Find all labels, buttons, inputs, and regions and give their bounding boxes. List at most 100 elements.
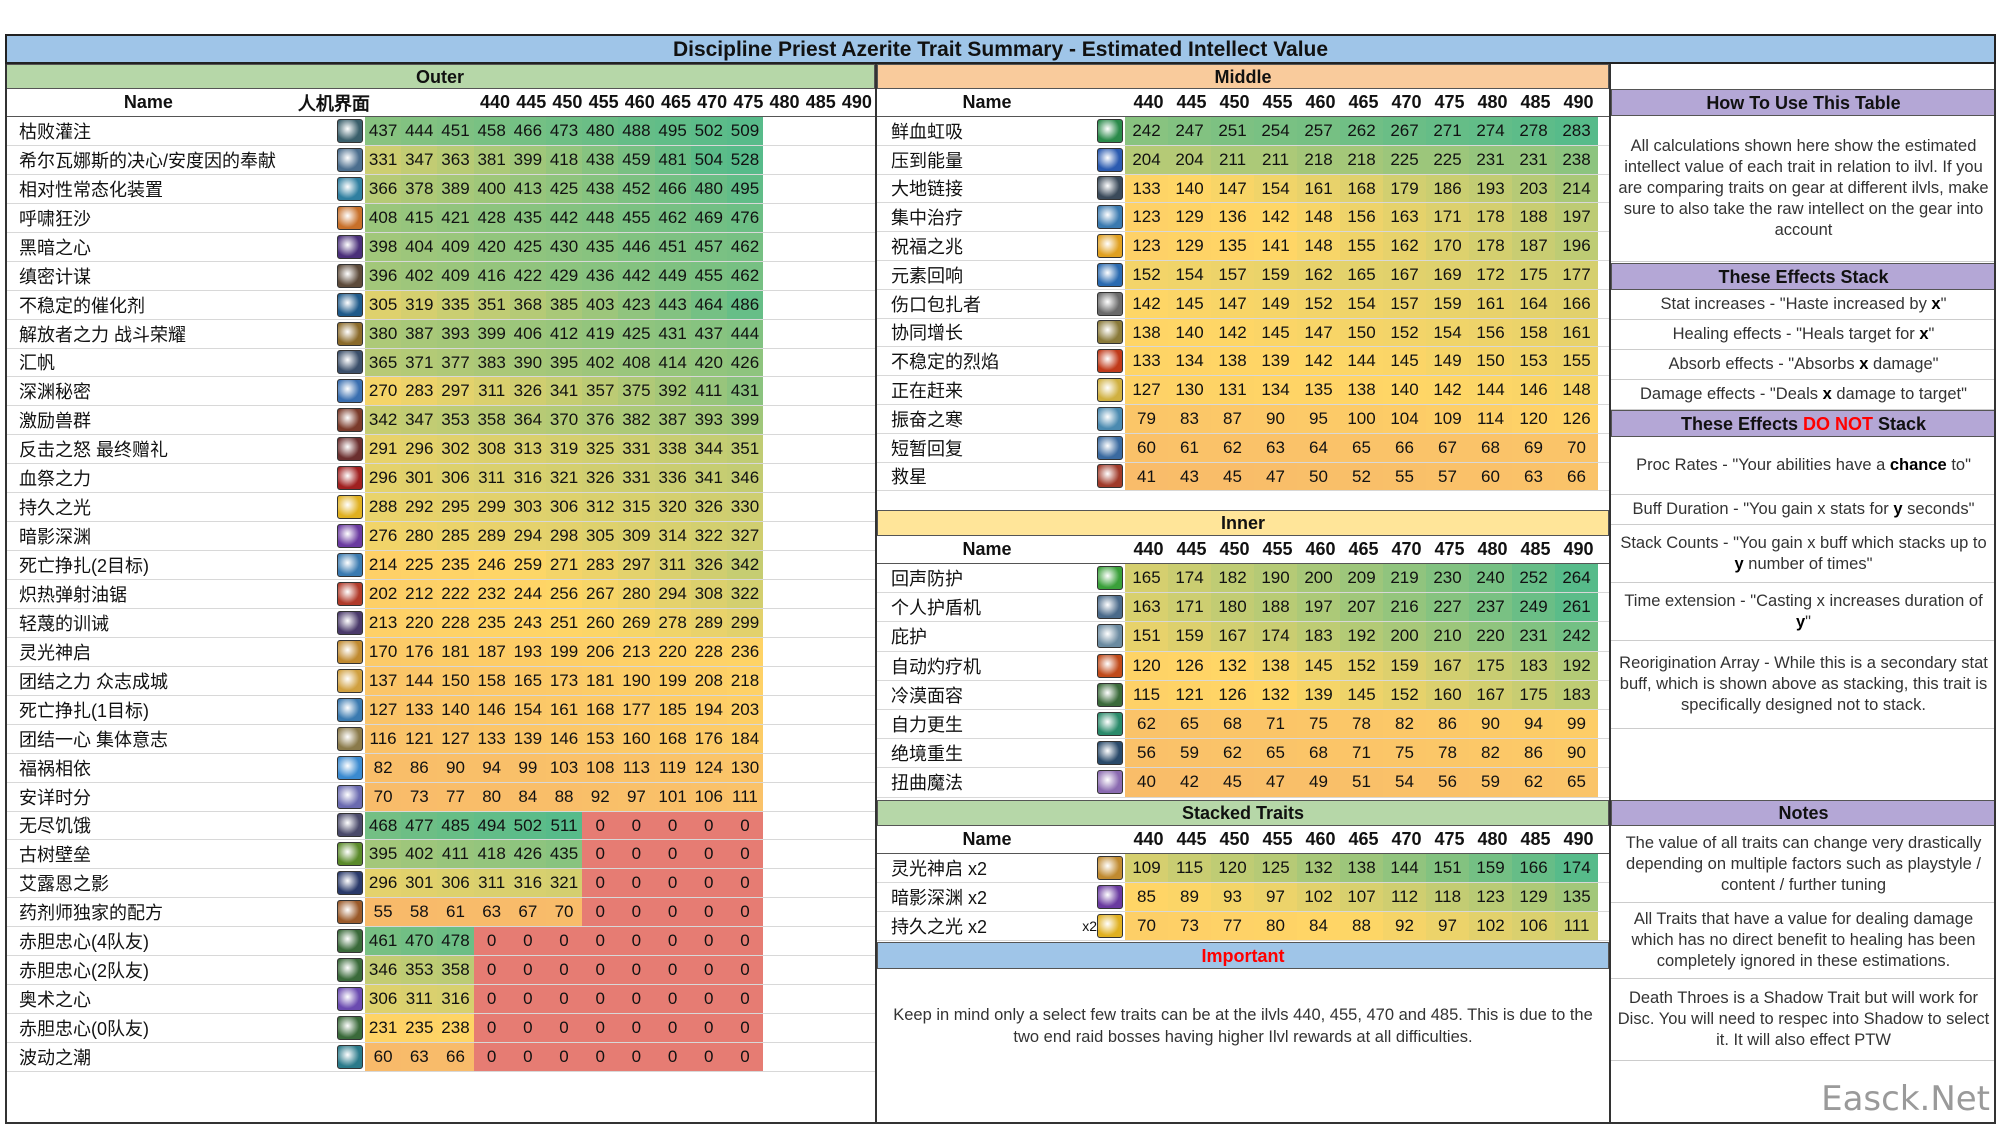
value-cell: 326: [690, 493, 727, 522]
important-title: Important: [877, 942, 1609, 969]
value-cell: 0: [509, 1043, 546, 1071]
trait-name: 呼啸狂沙: [19, 208, 91, 229]
value-cell: 133: [1125, 347, 1168, 376]
value-cell: 395: [545, 348, 583, 377]
value-cell: 193: [509, 637, 546, 666]
table-row: 血祭之力 296 301 306 311 316 321 326 331 336 341 346: [5, 464, 875, 494]
value-cell: 129: [1512, 883, 1555, 911]
value-cell: 152: [1383, 318, 1426, 347]
value-cell: 187: [1512, 232, 1555, 260]
value-cell: 150: [437, 666, 474, 695]
value-cell: 262: [1340, 117, 1383, 145]
value-cell: 60: [1125, 433, 1168, 462]
value-cell: 97: [1254, 883, 1297, 911]
header-ilvl: 470: [697, 92, 728, 112]
value-cell: 399: [509, 145, 546, 174]
header-ilvl: 490: [841, 92, 872, 112]
value-cell: 242: [1555, 622, 1598, 651]
table-row: 协同增长 138 140 142 145 147 150 152 154 156 158 161: [877, 318, 1609, 348]
value-cell: 185: [654, 695, 691, 724]
trait-name: 希尔瓦娜斯的决心/安度因的奉献: [19, 150, 276, 171]
value-cell: 134: [1168, 347, 1211, 376]
trait-name: 福祸相依: [19, 758, 91, 779]
note-pre: Proc Rates - "Your abilities have a: [1636, 456, 1890, 474]
value-cell: 144: [401, 666, 438, 695]
value-cell: 168: [1340, 174, 1383, 203]
outer-table: 枯败灌注 437 444 451 458 466 473 480 488 495 502 509 希尔瓦…: [5, 117, 875, 1072]
value-cell: 243: [509, 608, 546, 637]
value-cell: 99: [1555, 709, 1598, 739]
value-cell: 297: [437, 377, 474, 406]
value-cell: 240: [1469, 564, 1512, 593]
value-cell: 75: [1297, 709, 1340, 739]
value-cell: 82: [1383, 709, 1426, 739]
value-cell: 0: [654, 927, 691, 956]
value-cell: 283: [582, 551, 619, 579]
note-post: ": [1940, 295, 1947, 313]
value-cell: 383: [473, 348, 510, 377]
trait-name: 个人护盾机: [891, 598, 981, 619]
value-cell: 353: [401, 956, 438, 985]
value-cell: 75: [1383, 739, 1426, 768]
header-ilvl: 490: [1563, 539, 1594, 559]
value-cell: 154: [1168, 260, 1211, 289]
value-cell: 420: [690, 348, 727, 377]
value-cell: 212: [401, 580, 438, 608]
value-cell: 214: [365, 551, 402, 579]
value-cell: 103: [545, 753, 583, 782]
stacked-header-ilvls: 440 445 450 455 460 465 470 475 480 485 490: [1127, 829, 1600, 850]
value-cell: 308: [473, 435, 510, 464]
value-cell: 0: [473, 1043, 510, 1071]
value-cell: 294: [654, 580, 691, 608]
trait-name: 无尽饥饿: [19, 816, 91, 837]
value-cell: 0: [545, 956, 583, 985]
trait-icon: [337, 842, 363, 867]
outer-header-ilvls: 440 445 450 455 460 465 470 475 480 485 490: [477, 92, 875, 113]
header-ilvl: 455: [1262, 539, 1293, 559]
value-cell: 393: [690, 406, 727, 435]
value-cell: 63: [401, 1043, 438, 1071]
value-cell: 0: [618, 869, 655, 898]
value-cell: 153: [1512, 347, 1555, 376]
value-cell: 306: [437, 464, 474, 493]
trait-name: 大地链接: [891, 179, 963, 200]
value-cell: 90: [437, 753, 474, 782]
value-cell: 325: [582, 435, 619, 464]
value-cell: 390: [509, 348, 546, 377]
note-pre: Time extension - "Casting x increases du…: [1624, 591, 1983, 610]
value-cell: 414: [654, 348, 691, 377]
value-cell: 437: [690, 319, 727, 348]
value-cell: 104: [1383, 404, 1426, 433]
value-cell: 70: [1125, 912, 1168, 940]
value-cell: 0: [509, 927, 546, 956]
header-ilvl: 445: [1176, 829, 1207, 849]
value-cell: 292: [401, 493, 438, 522]
value-cell: 90: [1555, 739, 1598, 768]
trait-name: 深渊秘密: [19, 382, 91, 403]
value-cell: 219: [1383, 564, 1426, 593]
value-cell: 459: [618, 145, 655, 174]
value-cell: 271: [1426, 117, 1469, 145]
value-cell: 159: [1168, 622, 1211, 651]
value-cell: 184: [726, 724, 764, 753]
value-cell: 203: [1512, 174, 1555, 203]
value-cell: 178: [1469, 232, 1512, 260]
table-row: 祝福之兆 123 129 135 141 148 155 162 170 178 187 196: [877, 232, 1609, 261]
value-cell: 68: [1297, 739, 1340, 768]
value-cell: 283: [1555, 117, 1598, 145]
value-cell: 71: [1340, 739, 1383, 768]
table-row: 缜密计谋 396 402 409 416 422 429 436 442 449 455 462: [5, 261, 875, 291]
note-bold: chance: [1889, 456, 1947, 474]
outer-header: Name 人机界面 440 445 450 455 460 465 470 475 480 485…: [5, 89, 875, 117]
value-cell: 299: [473, 493, 510, 522]
value-cell: 295: [437, 493, 474, 522]
trait-name: 赤胆忠心(2队友): [19, 961, 149, 982]
value-cell: 261: [1555, 593, 1598, 622]
trait-name: 冷漠面容: [891, 685, 963, 706]
value-cell: 58: [401, 898, 438, 927]
value-cell: 235: [401, 1014, 438, 1042]
value-cell: 183: [1297, 622, 1340, 651]
value-cell: 0: [618, 840, 655, 869]
value-cell: 0: [726, 927, 764, 956]
value-cell: 159: [1383, 651, 1426, 680]
